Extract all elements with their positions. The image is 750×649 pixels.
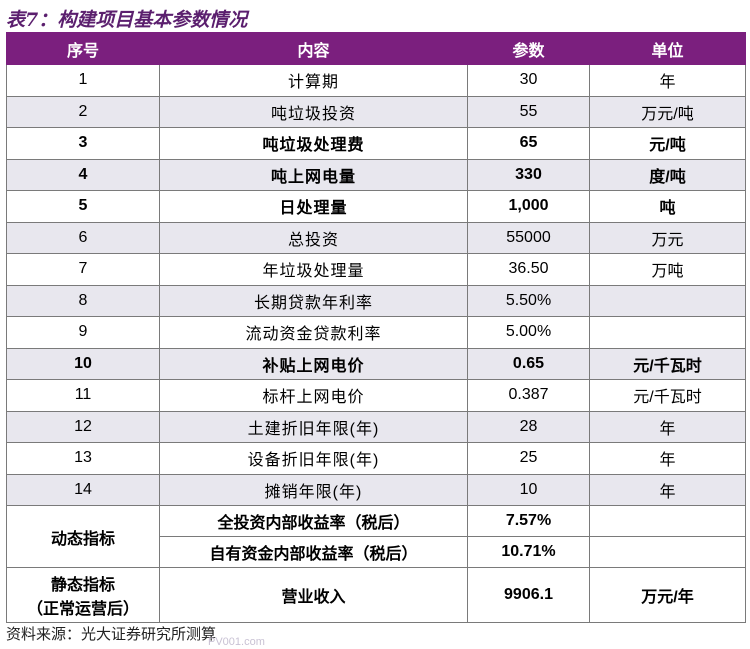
- cell: 年: [589, 442, 746, 475]
- table-row: 5 日处理量 1,000 吨: [6, 190, 746, 223]
- cell: 日处理量: [159, 190, 468, 223]
- table-row: 7 年垃圾处理量 36.50 万吨: [6, 253, 746, 286]
- cell: 1,000: [467, 190, 590, 223]
- cell: 元/吨: [589, 127, 746, 160]
- cell: 10: [467, 473, 590, 506]
- cell: 元/千瓦时: [589, 379, 746, 412]
- empty-cell: [589, 505, 746, 537]
- cell: 年垃圾处理量: [159, 253, 468, 286]
- cell: 万元/年: [589, 567, 746, 623]
- cell: 65: [467, 127, 590, 160]
- cell: 万元/吨: [589, 95, 746, 128]
- cell: 3: [6, 127, 160, 160]
- empty-cell: [589, 536, 746, 568]
- cell: 计算期: [159, 64, 468, 97]
- cell: 长期贷款年利率: [159, 284, 468, 317]
- cell: 5.00%: [467, 316, 590, 349]
- cell: 年: [589, 410, 746, 443]
- cell: 吨: [589, 190, 746, 223]
- group-label: 静态指标 （正常运营后）: [6, 567, 160, 623]
- table-row: 3 吨垃圾处理费 65 元/吨: [6, 127, 746, 160]
- cell: 0.387: [467, 379, 590, 412]
- table-row: 14 摊销年限(年) 10 年: [6, 473, 746, 506]
- cell: 1: [6, 64, 160, 97]
- cell: 30: [467, 64, 590, 97]
- cell: 自有资金内部收益率（税后）: [159, 536, 468, 568]
- cell: 吨垃圾投资: [159, 95, 468, 128]
- cell: 度/吨: [589, 158, 746, 191]
- header-row: 序号 内容 参数 单位: [6, 32, 746, 65]
- cell: 吨上网电量: [159, 158, 468, 191]
- cell: 土建折旧年限(年): [159, 410, 468, 443]
- cell: 6: [6, 221, 160, 254]
- table-row: 8 长期贷款年利率 5.50%: [6, 284, 746, 317]
- table-body: 1 计算期 30 年 2 吨垃圾投资 55 万元/吨 3 吨垃圾处理费 65 元/吨 4 吨上网电量 330…: [6, 64, 746, 623]
- cell: 330: [467, 158, 590, 191]
- table-row: 6 总投资 55000 万元: [6, 221, 746, 254]
- watermark: PV001.com: [208, 636, 265, 648]
- table-row: 12 土建折旧年限(年) 28 年: [6, 410, 746, 443]
- cell: 7.57%: [467, 505, 590, 537]
- table-row: 4 吨上网电量 330 度/吨: [6, 158, 746, 191]
- cell: 4: [6, 158, 160, 191]
- cell: 14: [6, 473, 160, 506]
- cell: 万吨: [589, 253, 746, 286]
- cell: 9: [6, 316, 160, 349]
- cell: 36.50: [467, 253, 590, 286]
- cell: 13: [6, 442, 160, 475]
- cell: 10: [6, 347, 160, 380]
- cell: 55: [467, 95, 590, 128]
- group-label-sub: （正常运营后）: [26, 601, 139, 618]
- cell: 年: [589, 473, 746, 506]
- cell: 10.71%: [467, 536, 590, 568]
- cell: 吨垃圾处理费: [159, 127, 468, 160]
- source: 资料来源：光大证券研究所测算: [6, 625, 217, 643]
- cell: 25: [467, 442, 590, 475]
- cell: 2: [6, 95, 160, 128]
- group-label-main: 静态指标: [50, 577, 115, 594]
- header-cell: 内容: [159, 32, 468, 65]
- cell: 元/千瓦时: [589, 347, 746, 380]
- title: 表7：构建项目基本参数情况: [6, 9, 248, 31]
- cell: 8: [6, 284, 160, 317]
- cell: 12: [6, 410, 160, 443]
- cell: 年: [589, 64, 746, 97]
- table-row: 10 补贴上网电价 0.65 元/千瓦时: [6, 347, 746, 380]
- table-row: 13 设备折旧年限(年) 25 年: [6, 442, 746, 475]
- cell: 9906.1: [467, 567, 590, 623]
- group-label: 动态指标: [6, 505, 160, 568]
- cell: 补贴上网电价: [159, 347, 468, 380]
- table-row: 11 标杆上网电价 0.387 元/千瓦时: [6, 379, 746, 412]
- header-cell: 单位: [589, 32, 746, 65]
- empty-cell: [589, 316, 746, 349]
- cell: 7: [6, 253, 160, 286]
- dynamic-row: 动态指标 全投资内部收益率（税后） 7.57%: [6, 505, 746, 568]
- cell: 标杆上网电价: [159, 379, 468, 412]
- header-cell: 序号: [6, 32, 160, 65]
- cell: 全投资内部收益率（税后）: [159, 505, 468, 537]
- empty-cell: [589, 284, 746, 317]
- cell: 设备折旧年限(年): [159, 442, 468, 475]
- static-row: 静态指标 （正常运营后） 营业收入 9906.1 万元/年: [6, 567, 746, 623]
- cell: 0.65: [467, 347, 590, 380]
- cell: 5.50%: [467, 284, 590, 317]
- header-cell: 参数: [467, 32, 590, 65]
- dynamic-row: 自有资金内部收益率（税后） 10.71%: [7, 536, 746, 568]
- cell: 11: [6, 379, 160, 412]
- cell: 营业收入: [159, 567, 468, 623]
- cell: 55000: [467, 221, 590, 254]
- cell: 万元: [589, 221, 746, 254]
- table-row: 2 吨垃圾投资 55 万元/吨: [6, 95, 746, 128]
- cell: 摊销年限(年): [159, 473, 468, 506]
- table-row: 9 流动资金贷款利率 5.00%: [6, 316, 746, 349]
- param-table: 序号 内容 参数 单位 1 计算期 30 年 2 吨垃圾投资 55 万元/吨 3 吨垃圾处理费 65 元/吨…: [6, 32, 746, 623]
- cell: 总投资: [159, 221, 468, 254]
- table-row: 1 计算期 30 年: [6, 64, 746, 97]
- cell: 28: [467, 410, 590, 443]
- cell: 流动资金贷款利率: [159, 316, 468, 349]
- cell: 5: [6, 190, 160, 223]
